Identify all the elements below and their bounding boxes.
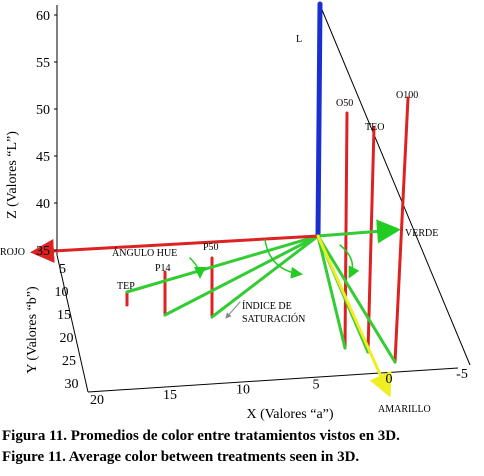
- z-tick-label: 50: [36, 103, 50, 118]
- x-tick-label: 5: [313, 377, 320, 392]
- annotation: L: [296, 34, 302, 45]
- annotation: VERDE: [405, 228, 438, 239]
- x-tick-label: 15: [163, 388, 177, 403]
- annotation: P50: [203, 242, 219, 253]
- y-tick-label: 15: [57, 308, 71, 323]
- z-tick-label: 35: [36, 244, 50, 259]
- y-tick-label: 30: [65, 377, 79, 392]
- annotation: SATURACIÓN: [242, 313, 305, 325]
- z-tick-label: 40: [36, 197, 50, 212]
- x-axis-label: X (Valores “a”): [246, 407, 333, 422]
- annotation: O50: [336, 98, 353, 109]
- x-tick-label: 20: [90, 393, 104, 408]
- x-tick-label: -5: [456, 367, 468, 382]
- z-tick-label: 55: [36, 56, 50, 71]
- z-axis-label: Z (Valores “L”): [5, 131, 20, 219]
- annotation: O100: [396, 90, 418, 101]
- caption-en: Figure 11. Average color between treatme…: [2, 449, 360, 465]
- x-tick-label: 0: [386, 372, 393, 387]
- z-tick-label: 60: [36, 9, 50, 24]
- annotation: TEO: [365, 122, 384, 133]
- annotation: ROJO: [0, 247, 25, 258]
- y-tick-label: 25: [62, 354, 76, 369]
- frame: [56, 4, 471, 393]
- x-tick-label: 10: [236, 383, 250, 398]
- annotation: P14: [155, 263, 171, 274]
- z-tick-label: 45: [36, 150, 50, 165]
- annotation: AMARILLO: [378, 404, 431, 415]
- caption-es: Figura 11. Promedios de color entre trat…: [2, 428, 400, 444]
- y-tick-label: 20: [60, 331, 74, 346]
- annotation: ÍNDICE DE: [242, 300, 292, 312]
- annotation: TEP: [117, 281, 135, 292]
- y-tick-label: 5: [59, 262, 66, 277]
- y-axis-label: Y (Valores “b”): [25, 286, 40, 374]
- vectors: [30, 1, 410, 398]
- y-tick-label: 10: [55, 285, 69, 300]
- annotation: ÁNGULO HUE: [112, 247, 177, 259]
